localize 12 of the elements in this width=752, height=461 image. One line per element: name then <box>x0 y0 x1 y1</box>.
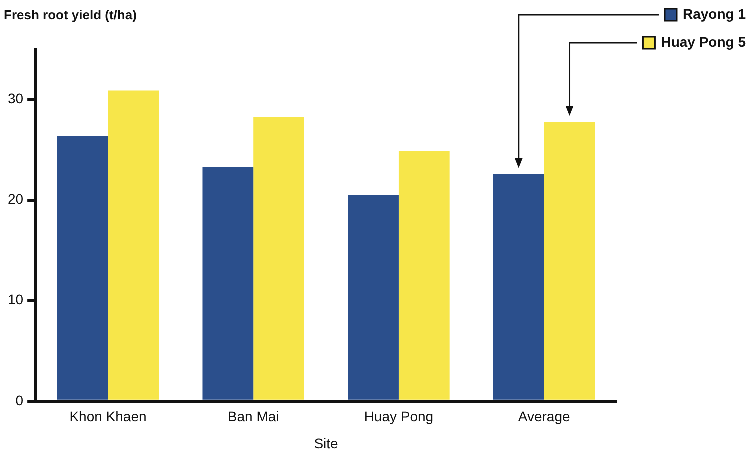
y-tick-label: 30 <box>8 90 24 107</box>
x-tick-label: Khon Khaen <box>70 408 147 425</box>
y-tick-label: 20 <box>8 191 24 208</box>
x-axis-title: Site <box>314 435 339 452</box>
legend-label: Rayong 1 <box>682 6 746 22</box>
legend-label: Huay Pong 5 <box>661 34 746 50</box>
x-tick-label: Huay Pong <box>364 408 434 425</box>
x-tick-label: Average <box>518 408 570 425</box>
y-tick-label: 10 <box>8 292 24 308</box>
y-tick-label: 0 <box>16 392 24 408</box>
y-axis-title: Fresh root yield (t/ha) <box>4 7 137 22</box>
x-tick-label: Ban Mai <box>228 408 280 425</box>
